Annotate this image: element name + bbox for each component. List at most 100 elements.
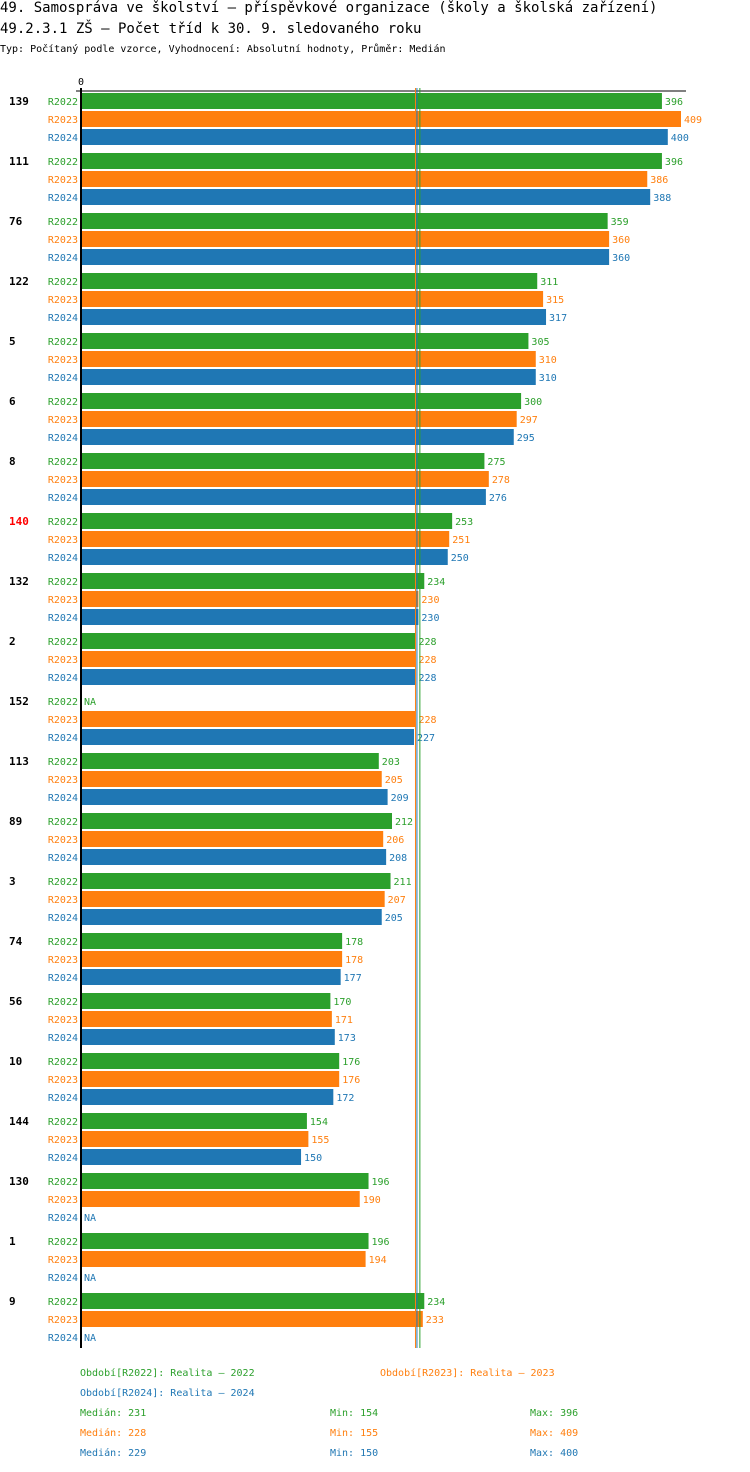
bar [81, 633, 416, 649]
min-r2024: Min: 150 [330, 1448, 379, 1459]
category-label: 111 [9, 155, 29, 168]
median-r2024: Medián: 229 [80, 1448, 147, 1459]
bar [81, 1311, 423, 1327]
bar [81, 453, 485, 469]
max-r2022: Max: 396 [530, 1408, 579, 1419]
bar [81, 231, 610, 247]
series-label: R2022 [48, 757, 78, 768]
series-label: R2023 [48, 295, 78, 306]
series-label: R2024 [48, 493, 78, 504]
series-label: R2022 [48, 1177, 78, 1188]
bar [81, 1113, 307, 1129]
bar [81, 213, 608, 229]
value-label: 250 [451, 553, 469, 564]
value-label: 173 [338, 1033, 356, 1044]
bar [81, 669, 416, 685]
bar [81, 1029, 335, 1045]
category-label: 113 [9, 755, 29, 768]
series-label: R2023 [48, 535, 78, 546]
series-label: R2024 [48, 1333, 78, 1344]
chart-subtitle: 49.2.3.1 ZŠ – Počet tříd k 30. 9. sledov… [0, 21, 422, 37]
category-label: 6 [9, 395, 16, 408]
series-label: R2022 [48, 817, 78, 828]
bar [81, 171, 648, 187]
series-label: R2024 [48, 433, 78, 444]
series-label: R2024 [48, 313, 78, 324]
value-label: 228 [418, 655, 436, 666]
series-label: R2023 [48, 355, 78, 366]
na-label: NA [84, 1213, 96, 1224]
value-label: 251 [452, 535, 470, 546]
series-label: R2023 [48, 895, 78, 906]
bar [81, 891, 385, 907]
series-label: R2024 [48, 853, 78, 864]
bar [81, 969, 341, 985]
bar [81, 729, 415, 745]
series-label: R2023 [48, 1315, 78, 1326]
series-label: R2022 [48, 277, 78, 288]
category-label: 8 [9, 455, 16, 468]
series-label: R2024 [48, 793, 78, 804]
series-label: R2024 [48, 613, 78, 624]
value-label: 194 [369, 1255, 387, 1266]
series-label: R2022 [48, 217, 78, 228]
series-label: R2022 [48, 637, 78, 648]
category-label: 76 [9, 215, 23, 228]
series-label: R2022 [48, 457, 78, 468]
value-label: 253 [455, 517, 473, 528]
series-label: R2024 [48, 133, 78, 144]
na-label: NA [84, 697, 96, 708]
value-label: 276 [489, 493, 507, 504]
series-label: R2024 [48, 253, 78, 264]
series-label: R2023 [48, 715, 78, 726]
series-label: R2022 [48, 697, 78, 708]
median-r2023: Medián: 228 [80, 1428, 147, 1439]
bar [81, 393, 522, 409]
bar [81, 471, 489, 487]
bar [81, 951, 343, 967]
value-label: 386 [650, 175, 668, 186]
series-label: R2023 [48, 415, 78, 426]
series-label: R2023 [48, 1015, 78, 1026]
series-label: R2024 [48, 193, 78, 204]
bar [81, 333, 529, 349]
bar [81, 93, 662, 109]
value-label: 300 [524, 397, 542, 408]
series-label: R2024 [48, 1153, 78, 1164]
value-label: 171 [335, 1015, 353, 1026]
value-label: 212 [395, 817, 413, 828]
bar [81, 369, 536, 385]
value-label: 205 [385, 775, 403, 786]
value-label: 203 [382, 757, 400, 768]
min-r2023: Min: 155 [330, 1428, 379, 1439]
category-label: 74 [9, 935, 23, 948]
category-label: 1 [9, 1235, 16, 1248]
bar [81, 1173, 369, 1189]
bar [81, 351, 536, 367]
value-label: 154 [310, 1117, 328, 1128]
bar [81, 1089, 334, 1105]
value-label: 396 [665, 97, 683, 108]
series-label: R2024 [48, 1273, 78, 1284]
category-label: 132 [9, 575, 29, 588]
median-r2022: Medián: 231 [80, 1408, 147, 1419]
max-r2024: Max: 400 [530, 1448, 579, 1459]
series-label: R2023 [48, 1195, 78, 1206]
bar [81, 873, 391, 889]
series-label: R2023 [48, 655, 78, 666]
value-label: 310 [539, 373, 557, 384]
value-label: 211 [394, 877, 412, 888]
legend-r2022: Období[R2022]: Realita – 2022 [80, 1368, 255, 1379]
series-label: R2024 [48, 1033, 78, 1044]
value-label: 172 [336, 1093, 354, 1104]
category-label: 89 [9, 815, 22, 828]
series-label: R2022 [48, 397, 78, 408]
value-label: 311 [540, 277, 558, 288]
series-label: R2023 [48, 955, 78, 966]
series-label: R2022 [48, 997, 78, 1008]
series-label: R2023 [48, 595, 78, 606]
bar [81, 549, 448, 565]
bar [81, 1191, 360, 1207]
value-label: 310 [539, 355, 557, 366]
